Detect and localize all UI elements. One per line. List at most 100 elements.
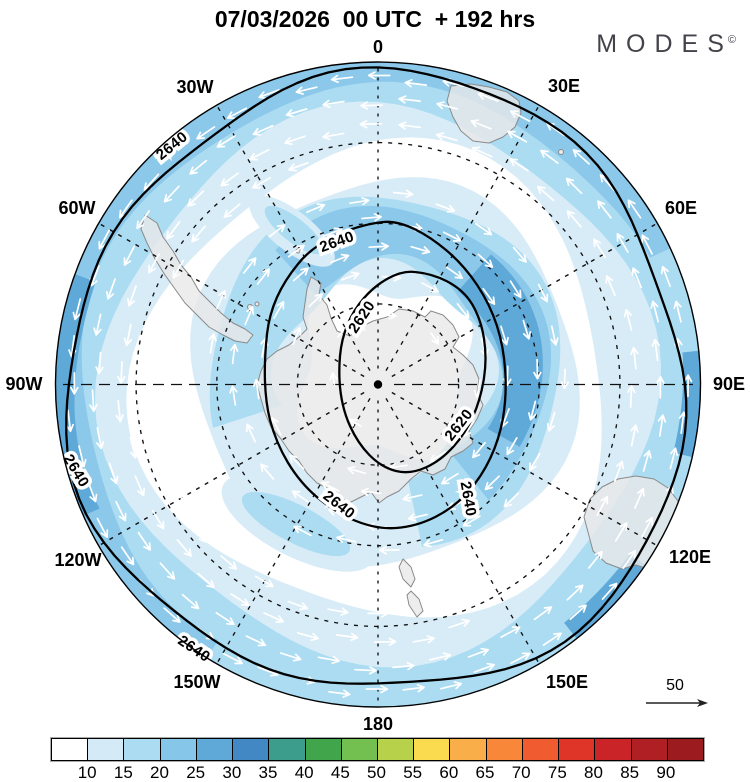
colorbar-cell — [305, 739, 342, 760]
wind-arrow-icon — [506, 437, 518, 456]
wind-arrow-icon — [289, 454, 305, 470]
wind-arrow-icon — [260, 463, 275, 480]
wind-arrow-icon — [614, 522, 628, 542]
wind-arrow-icon — [518, 199, 536, 215]
wind-arrow-icon — [192, 525, 207, 543]
colorbar-tick-label: 65 — [475, 763, 495, 782]
wind-arrow-icon — [258, 89, 280, 100]
wind-arrow-icon — [322, 99, 345, 109]
wind-arrow-icon — [141, 332, 151, 355]
wind-arrow-icon — [220, 172, 240, 187]
wind-arrow-icon — [89, 389, 98, 412]
wind-arrow-icon — [308, 293, 324, 308]
wind-arrow-icon — [509, 158, 529, 172]
wind-arrow-icon — [120, 546, 135, 566]
colorbar-cell — [233, 739, 270, 760]
wind-arrow-icon — [642, 450, 652, 472]
longitude-spoke — [391, 223, 657, 378]
wind-arrow-icon — [550, 325, 559, 346]
wind-arrow-icon — [596, 495, 609, 516]
wind-arrow-icon — [292, 327, 302, 346]
wind-arrow-icon — [117, 360, 126, 384]
wind-arrow-icon — [485, 176, 505, 189]
wind-arrow-icon — [510, 110, 531, 122]
wind-arrow-icon — [402, 683, 425, 693]
wind-arrow-icon — [226, 107, 248, 120]
wind-arrow-icon — [569, 604, 587, 621]
wind-arrow-icon — [197, 572, 215, 589]
colorbar-cell — [486, 739, 523, 760]
colorbar-cell — [631, 739, 668, 760]
wind-arrow-icon — [477, 91, 499, 102]
wind-arrow-icon — [373, 637, 397, 646]
wind-arrow-icon — [593, 238, 606, 259]
wind-arrow-icon — [245, 423, 256, 443]
wind-arrow-icon — [108, 462, 119, 485]
wind-arrow-icon — [349, 197, 370, 206]
wind-arrow-icon — [354, 666, 377, 675]
wind-arrow-icon — [148, 253, 160, 274]
wind-arrow-icon — [230, 593, 250, 607]
copyright-mark: © — [727, 34, 736, 46]
wind-speed-shade — [241, 491, 351, 557]
wind-arrow-icon — [292, 267, 309, 282]
wind-arrow-icon — [533, 358, 542, 380]
geopotential-contour — [338, 270, 487, 474]
longitude-label-0: 0 — [373, 37, 383, 57]
wind-arrow-icon — [176, 539, 192, 557]
wind-arrow-icon — [249, 148, 270, 161]
wind-arrow-icon — [361, 213, 382, 222]
wind-arrow-icon — [329, 372, 338, 387]
wind-arrow-icon — [291, 490, 310, 503]
wind-arrow-icon — [191, 225, 206, 243]
wind-arrow-icon — [134, 475, 146, 497]
wind-arrow-icon — [503, 492, 519, 508]
colorbar-tick-label: 30 — [222, 763, 242, 782]
wind-legend: 50 — [646, 677, 708, 707]
colorbar-tick-label: 40 — [294, 763, 314, 782]
wind-arrow-icon — [467, 647, 490, 658]
colorbar-tick-label: 90 — [656, 763, 676, 782]
wind-arrow-icon — [268, 224, 286, 238]
wind-arrow-icon — [630, 424, 639, 447]
colorbar-cell — [52, 739, 89, 760]
wind-arrow-icon — [512, 246, 527, 263]
wind-arrow-icon — [601, 582, 618, 600]
colorbar-tick-label: 45 — [330, 763, 350, 782]
island — [635, 583, 645, 593]
colorbar-cell — [595, 739, 632, 760]
coastline — [256, 276, 484, 504]
wind-arrow-icon — [533, 606, 553, 621]
wind-arrow-icon — [641, 517, 653, 538]
wind-arrow-icon — [651, 338, 660, 362]
wind-arrow-icon — [634, 487, 645, 509]
wind-arrow-icon — [330, 74, 354, 84]
wind-arrow-icon — [587, 550, 603, 569]
wind-arrow-icon — [398, 121, 422, 130]
colorbar-tick-label: 50 — [367, 763, 386, 782]
colorbar-cell — [522, 739, 560, 760]
wind-arrow-icon — [256, 268, 271, 285]
longitude-label-150E: 150E — [546, 672, 588, 692]
wind-arrow-icon — [166, 221, 181, 240]
wind-arrow-icon — [392, 189, 414, 198]
wind-arrow-icon — [208, 333, 217, 354]
wind-arrow-icon — [271, 416, 282, 436]
wind-arrow-icon — [252, 124, 274, 136]
wind-arrow-icon — [293, 525, 312, 537]
wind-arrow-icon — [136, 210, 150, 230]
longitude-spoke — [99, 391, 365, 546]
wind-arrow-icon — [442, 231, 462, 242]
wind-arrow-icon — [360, 101, 383, 110]
wind-arrow-icon — [367, 71, 391, 80]
map-disk — [55, 62, 701, 707]
wind-arrow-icon — [510, 652, 531, 665]
colorbar-tick-label: 35 — [258, 763, 278, 782]
wind-arrow-icon — [627, 385, 636, 408]
wind-arrow-icon — [631, 267, 643, 289]
wind-arrow-icon — [78, 445, 87, 468]
colorbar-cell — [88, 739, 125, 760]
wind-arrow-icon — [87, 481, 98, 503]
wind-arrow-icon — [572, 149, 590, 165]
colorbar-tick-label: 60 — [439, 763, 459, 782]
